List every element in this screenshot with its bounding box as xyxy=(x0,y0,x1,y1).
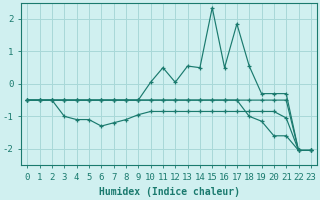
X-axis label: Humidex (Indice chaleur): Humidex (Indice chaleur) xyxy=(99,187,240,197)
